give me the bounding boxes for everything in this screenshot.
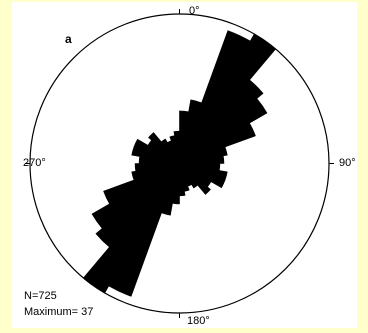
rose-petal-130 [179,163,211,195]
east-label: 90° [339,157,356,169]
rose-petal-260 [134,163,180,172]
rose-diagram [25,9,334,318]
rose-petal-210 [82,163,180,294]
panel-label: a [65,32,72,46]
rose-petal-290 [133,138,180,164]
north-label: 0° [189,5,200,17]
chart-panel: a 0° 90° 180° 270° N=725 Maximum= 37 [12,2,357,328]
rose-petal-220 [95,163,180,248]
maximum-label: Maximum= 37 [24,306,94,318]
rose-petal-230 [91,163,180,229]
west-label: 270° [23,157,46,169]
rose-petal-310 [148,132,180,164]
rose-petal-140 [179,163,199,189]
rose-petal-40 [179,79,264,164]
rose-petals [82,30,277,297]
rose-petal-80 [179,155,225,164]
rose-petal-110 [179,163,226,189]
rose-petal-320 [160,138,180,164]
rose-petal-70 [179,146,228,164]
rose-petal-350 [173,130,180,164]
rose-petal-30 [179,33,277,164]
rose-petal-250 [131,163,180,181]
rose-petal-240 [103,163,180,205]
sample-count-label: N=725 [24,290,57,302]
axis-ticks [25,9,334,318]
rose-petal-60 [179,122,256,164]
south-label: 180° [187,315,210,327]
rose-petal-50 [179,98,268,164]
